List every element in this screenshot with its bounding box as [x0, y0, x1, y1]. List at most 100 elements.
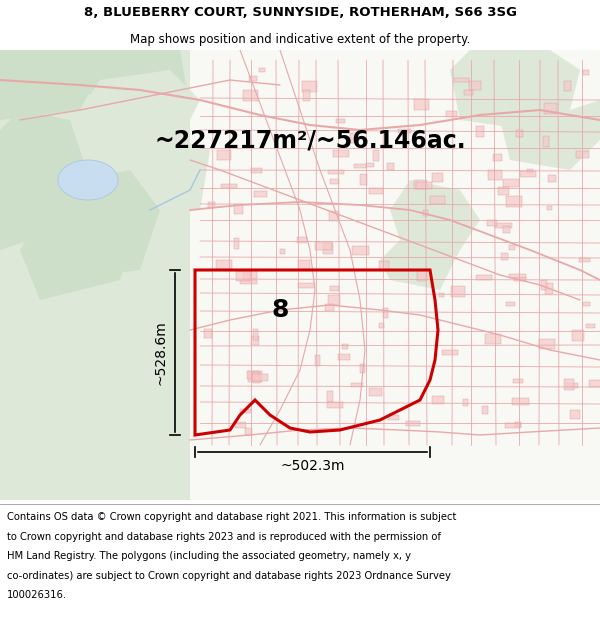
Bar	[570, 410, 580, 419]
Text: ~502.3m: ~502.3m	[280, 459, 345, 473]
Polygon shape	[20, 180, 140, 300]
Bar	[576, 151, 589, 158]
Text: 8, BLUEBERRY COURT, SUNNYSIDE, ROTHERHAM, S66 3SG: 8, BLUEBERRY COURT, SUNNYSIDE, ROTHERHAM…	[83, 6, 517, 19]
Bar	[469, 81, 481, 90]
Bar	[476, 275, 492, 280]
Bar	[369, 388, 382, 396]
Ellipse shape	[58, 160, 118, 200]
Bar	[245, 428, 252, 435]
Bar	[234, 204, 243, 214]
Polygon shape	[390, 180, 480, 250]
Bar	[423, 210, 428, 216]
Bar	[548, 175, 556, 182]
Bar	[352, 246, 369, 255]
Bar	[333, 150, 349, 157]
Text: ~528.6m: ~528.6m	[154, 320, 168, 385]
Bar	[351, 383, 363, 387]
Bar	[430, 196, 445, 204]
Bar	[442, 350, 458, 355]
Bar	[379, 261, 389, 271]
Bar	[414, 180, 427, 189]
Polygon shape	[50, 280, 170, 370]
Bar	[342, 344, 348, 349]
Polygon shape	[100, 140, 210, 220]
Bar	[414, 99, 429, 110]
Bar	[516, 130, 523, 137]
Bar	[350, 133, 357, 143]
Bar	[298, 260, 310, 269]
Bar	[520, 171, 536, 177]
Bar	[383, 308, 388, 318]
Polygon shape	[80, 70, 200, 150]
Bar	[240, 409, 251, 413]
Bar	[366, 163, 374, 167]
Bar	[432, 396, 444, 404]
Bar	[249, 76, 257, 81]
Bar	[379, 323, 384, 328]
Polygon shape	[50, 170, 160, 280]
Bar	[583, 302, 590, 306]
Text: Map shows position and indicative extent of the property.: Map shows position and indicative extent…	[130, 32, 470, 46]
Bar	[515, 422, 521, 427]
Bar	[463, 399, 468, 406]
Bar	[388, 415, 399, 420]
Bar	[547, 206, 552, 210]
Bar	[328, 295, 340, 305]
Bar	[369, 188, 383, 194]
Bar	[503, 226, 510, 233]
Bar	[432, 173, 443, 182]
Bar	[360, 364, 365, 373]
Bar	[545, 283, 553, 294]
Text: 8: 8	[271, 298, 289, 322]
Bar	[327, 391, 333, 402]
Bar	[512, 398, 529, 405]
Bar	[451, 286, 465, 297]
Bar	[234, 238, 239, 249]
Text: ~227217m²/~56.146ac.: ~227217m²/~56.146ac.	[154, 128, 466, 152]
Bar	[566, 383, 578, 388]
Bar	[327, 402, 343, 408]
Bar	[204, 329, 212, 338]
Bar	[387, 163, 394, 170]
Bar	[506, 302, 515, 306]
Polygon shape	[380, 240, 460, 290]
Bar	[252, 374, 268, 381]
Bar	[336, 119, 345, 123]
Bar	[328, 170, 344, 174]
Bar	[501, 253, 508, 260]
Bar	[325, 304, 334, 311]
Bar	[406, 421, 420, 426]
Text: to Crown copyright and database rights 2023 and is reproduced with the permissio: to Crown copyright and database rights 2…	[7, 532, 441, 542]
Bar	[564, 379, 574, 390]
Bar	[373, 150, 379, 161]
Bar	[338, 354, 350, 360]
Bar	[354, 164, 366, 168]
Bar	[247, 371, 259, 379]
Bar	[216, 260, 232, 269]
Text: 100026316.: 100026316.	[7, 590, 67, 600]
Bar	[509, 245, 515, 250]
Bar	[485, 334, 501, 344]
Bar	[543, 136, 549, 147]
Bar	[564, 81, 571, 91]
Bar	[493, 154, 502, 161]
Bar	[248, 371, 262, 382]
Bar	[572, 330, 584, 341]
Polygon shape	[0, 110, 90, 250]
Bar	[398, 129, 411, 133]
Bar	[329, 211, 339, 221]
Polygon shape	[0, 50, 100, 120]
Bar	[254, 191, 267, 197]
Bar	[487, 220, 497, 226]
Bar	[583, 70, 589, 75]
Bar	[303, 90, 310, 101]
Bar	[589, 380, 600, 387]
Bar	[251, 336, 259, 345]
Bar	[514, 277, 526, 281]
Bar	[280, 249, 285, 254]
Bar	[330, 179, 339, 184]
Bar	[190, 50, 600, 500]
Bar	[476, 126, 484, 137]
Bar	[236, 271, 251, 281]
Bar	[330, 286, 339, 291]
